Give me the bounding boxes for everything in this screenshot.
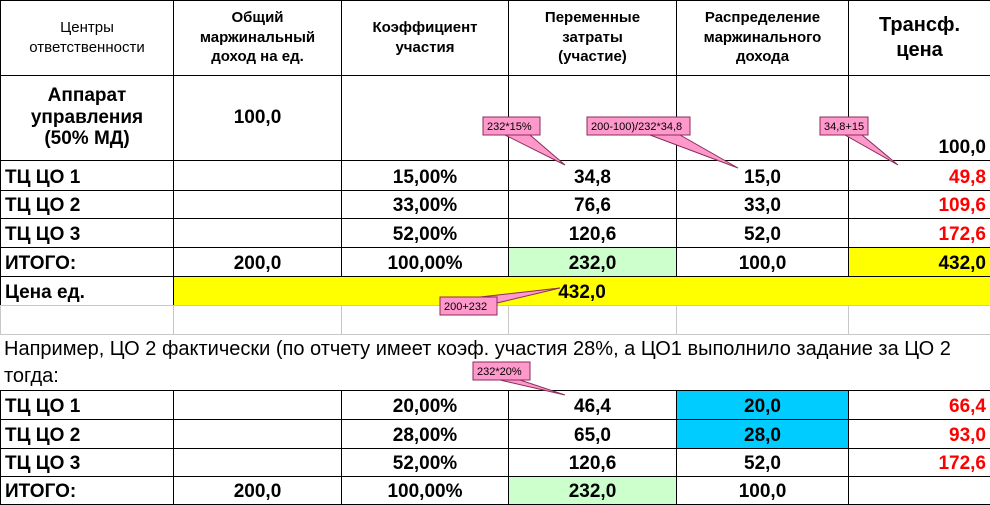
cell-text: 52,0 [744, 224, 781, 246]
callout: 34,8+15 [819, 116, 899, 166]
header-text: Распределение маржинального дохода [703, 9, 822, 66]
cell-text: 120,6 [568, 224, 617, 246]
cell-text: 100,00% [387, 481, 463, 503]
cell-text: 28,0 [744, 425, 781, 447]
blank-cell [848, 305, 990, 335]
table-cell: 432,0 [173, 276, 990, 306]
header-cell: Общий маржинальный доход на ед. [173, 0, 342, 76]
cell-text: 109,6 [938, 195, 986, 217]
callout-box [472, 361, 531, 381]
callout: 232*20% [472, 361, 566, 396]
callout-text: 232*20% [477, 366, 522, 378]
cell-text: Цена ед. [5, 282, 85, 304]
callout-pointer [499, 379, 566, 396]
cell-text: 172,6 [938, 224, 986, 246]
cell-text: 33,0 [744, 195, 781, 217]
cell-text: ТЦ ЦО 2 [5, 195, 81, 217]
cell-text: 46,4 [574, 396, 611, 418]
header-text: Коэффициент участия [372, 19, 478, 56]
cell-text: 432,0 [558, 282, 606, 304]
cell-text: 52,00% [392, 224, 458, 246]
cell-text: 232,0 [568, 481, 617, 503]
cell-text: 15,0 [744, 167, 781, 189]
note-text: Например, ЦО 2 фактически (по отчету име… [4, 338, 951, 387]
callout-text: 34,8+15 [824, 121, 864, 133]
callout-pointer [649, 134, 739, 169]
cell-text: 65,0 [574, 425, 611, 447]
callout-box [482, 116, 541, 136]
callout: 232*15% [482, 116, 566, 166]
header-text: Трансф. цена [878, 13, 961, 61]
callout-box [586, 116, 691, 136]
cell-text: 100,00% [387, 253, 463, 275]
cell-text: 232,0 [568, 253, 617, 275]
callout-pointer [843, 134, 899, 166]
cell-text: ТЦ ЦО 1 [5, 396, 81, 418]
cell-text: 200,0 [233, 253, 282, 275]
cell-text: 200,0 [233, 481, 282, 503]
cell-text: 100,0 [233, 106, 282, 128]
cell-text: 52,00% [392, 453, 458, 475]
cell-text: 100,0 [938, 137, 986, 159]
cell-text: 20,00% [392, 396, 458, 418]
cell-text: 93,0 [949, 425, 986, 447]
cell-text: ИТОГО: [5, 253, 77, 275]
cell-text: 76,6 [574, 195, 611, 217]
table-cell: Цена ед. [0, 276, 174, 306]
header-text: Общий маржинальный доход на ед. [199, 9, 316, 66]
cell-text: 49,8 [949, 167, 986, 189]
callout: 200+232 [439, 287, 561, 316]
cell-text: 100,0 [738, 481, 787, 503]
table-cell: Аппарат управления (50% МД) [0, 75, 174, 161]
callout-text: 200+232 [444, 301, 487, 313]
cell-text: 33,00% [392, 195, 458, 217]
cell-text: ИТОГО: [5, 481, 77, 503]
header-text: Центры ответственности [29, 19, 145, 56]
cell-text: 15,00% [392, 167, 458, 189]
cell-text: 66,4 [949, 396, 986, 418]
cell-text: ТЦ ЦО 1 [5, 167, 81, 189]
cell-text: 172,6 [938, 453, 986, 475]
cell-text: 28,00% [392, 425, 458, 447]
callout-box [819, 116, 869, 136]
callout-text: 200-100)/232*34,8 [591, 121, 682, 133]
cell-text: 52,0 [744, 453, 781, 475]
cell-text: ТЦ ЦО 3 [5, 224, 81, 246]
header-text: Переменные затраты (участие) [544, 9, 641, 66]
cell-text: ТЦ ЦО 3 [5, 453, 81, 475]
cell-text: 34,8 [574, 167, 611, 189]
cell-text: 432,0 [938, 253, 986, 275]
table-cell: 20,0 [676, 390, 849, 420]
callout-pointer [504, 134, 566, 166]
cell-text: ТЦ ЦО 2 [5, 425, 81, 447]
table-cell: ТЦ ЦО 2 [0, 190, 174, 219]
cell-text: 120,6 [568, 453, 617, 475]
callout-box [439, 296, 498, 316]
cell-text: Аппарат управления (50% МД) [30, 84, 144, 150]
table-cell: 232,0 [508, 476, 677, 505]
callout: 200-100)/232*34,8 [586, 116, 739, 169]
cell-text: 100,0 [738, 253, 787, 275]
cell-text: 20,0 [744, 396, 781, 418]
header-cell: Трансф. цена [848, 0, 990, 76]
callout-text: 232*15% [487, 121, 532, 133]
